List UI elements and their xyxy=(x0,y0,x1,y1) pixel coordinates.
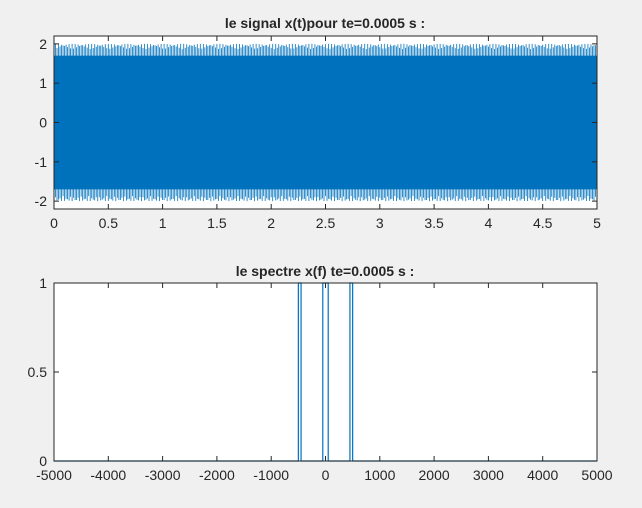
x-tick-label: -2000 xyxy=(199,467,235,483)
x-tick-label: 1 xyxy=(159,215,167,231)
signal-ticks: 0 0.5 1 1.5 2 2.5 3 3.5 4 4.5 5 -2 -1 0 1 2 xyxy=(35,36,602,231)
x-tick-label: 2000 xyxy=(419,467,450,483)
x-tick-label: 3.5 xyxy=(424,215,444,231)
x-tick-label: 1.5 xyxy=(207,215,227,231)
y-tick-label: 0 xyxy=(39,115,47,131)
x-tick-label: 2.5 xyxy=(316,215,336,231)
signal-subplot: 0 0.5 1 1.5 2 2.5 3 3.5 4 4.5 5 -2 -1 0 1 2 le signal x… xyxy=(35,15,602,231)
y-tick-label: 0.5 xyxy=(28,364,48,380)
y-tick-label: -1 xyxy=(35,154,48,170)
x-tick-label: 5000 xyxy=(581,467,612,483)
x-tick-label: 5 xyxy=(593,215,601,231)
x-tick-label: -5000 xyxy=(36,467,72,483)
y-tick-label: 0 xyxy=(39,453,47,469)
x-tick-label: 0 xyxy=(50,215,58,231)
y-tick-label: 2 xyxy=(39,36,47,52)
x-tick-label: -1000 xyxy=(253,467,289,483)
y-tick-label: -2 xyxy=(35,193,48,209)
signal-title: le signal x(t)pour te=0.0005 s : xyxy=(225,15,425,31)
x-tick-label: 0 xyxy=(322,467,330,483)
x-tick-label: 3 xyxy=(376,215,384,231)
x-tick-label: 4 xyxy=(485,215,493,231)
x-tick-label: 0.5 xyxy=(99,215,119,231)
y-tick-label: 1 xyxy=(39,75,47,91)
x-tick-label: 1000 xyxy=(364,467,395,483)
spectrum-subplot: -5000 -4000 -3000 -2000 -1000 0 1000 2000 3000 40… xyxy=(28,263,613,483)
x-tick-label: -3000 xyxy=(145,467,181,483)
x-tick-label: 2 xyxy=(267,215,275,231)
x-tick-label: -4000 xyxy=(90,467,126,483)
signal-series-line xyxy=(53,43,598,202)
spectrum-ticks: -5000 -4000 -3000 -2000 -1000 0 1000 2000 3000 40… xyxy=(28,275,613,483)
x-tick-label: 4000 xyxy=(527,467,558,483)
signal-data-layer xyxy=(53,43,598,202)
x-tick-label: 3000 xyxy=(473,467,504,483)
y-tick-label: 1 xyxy=(39,275,47,291)
spectrum-axes-background xyxy=(54,283,597,461)
x-tick-label: 4.5 xyxy=(533,215,553,231)
spectrum-title: le spectre x(f) te=0.0005 s : xyxy=(236,263,415,279)
